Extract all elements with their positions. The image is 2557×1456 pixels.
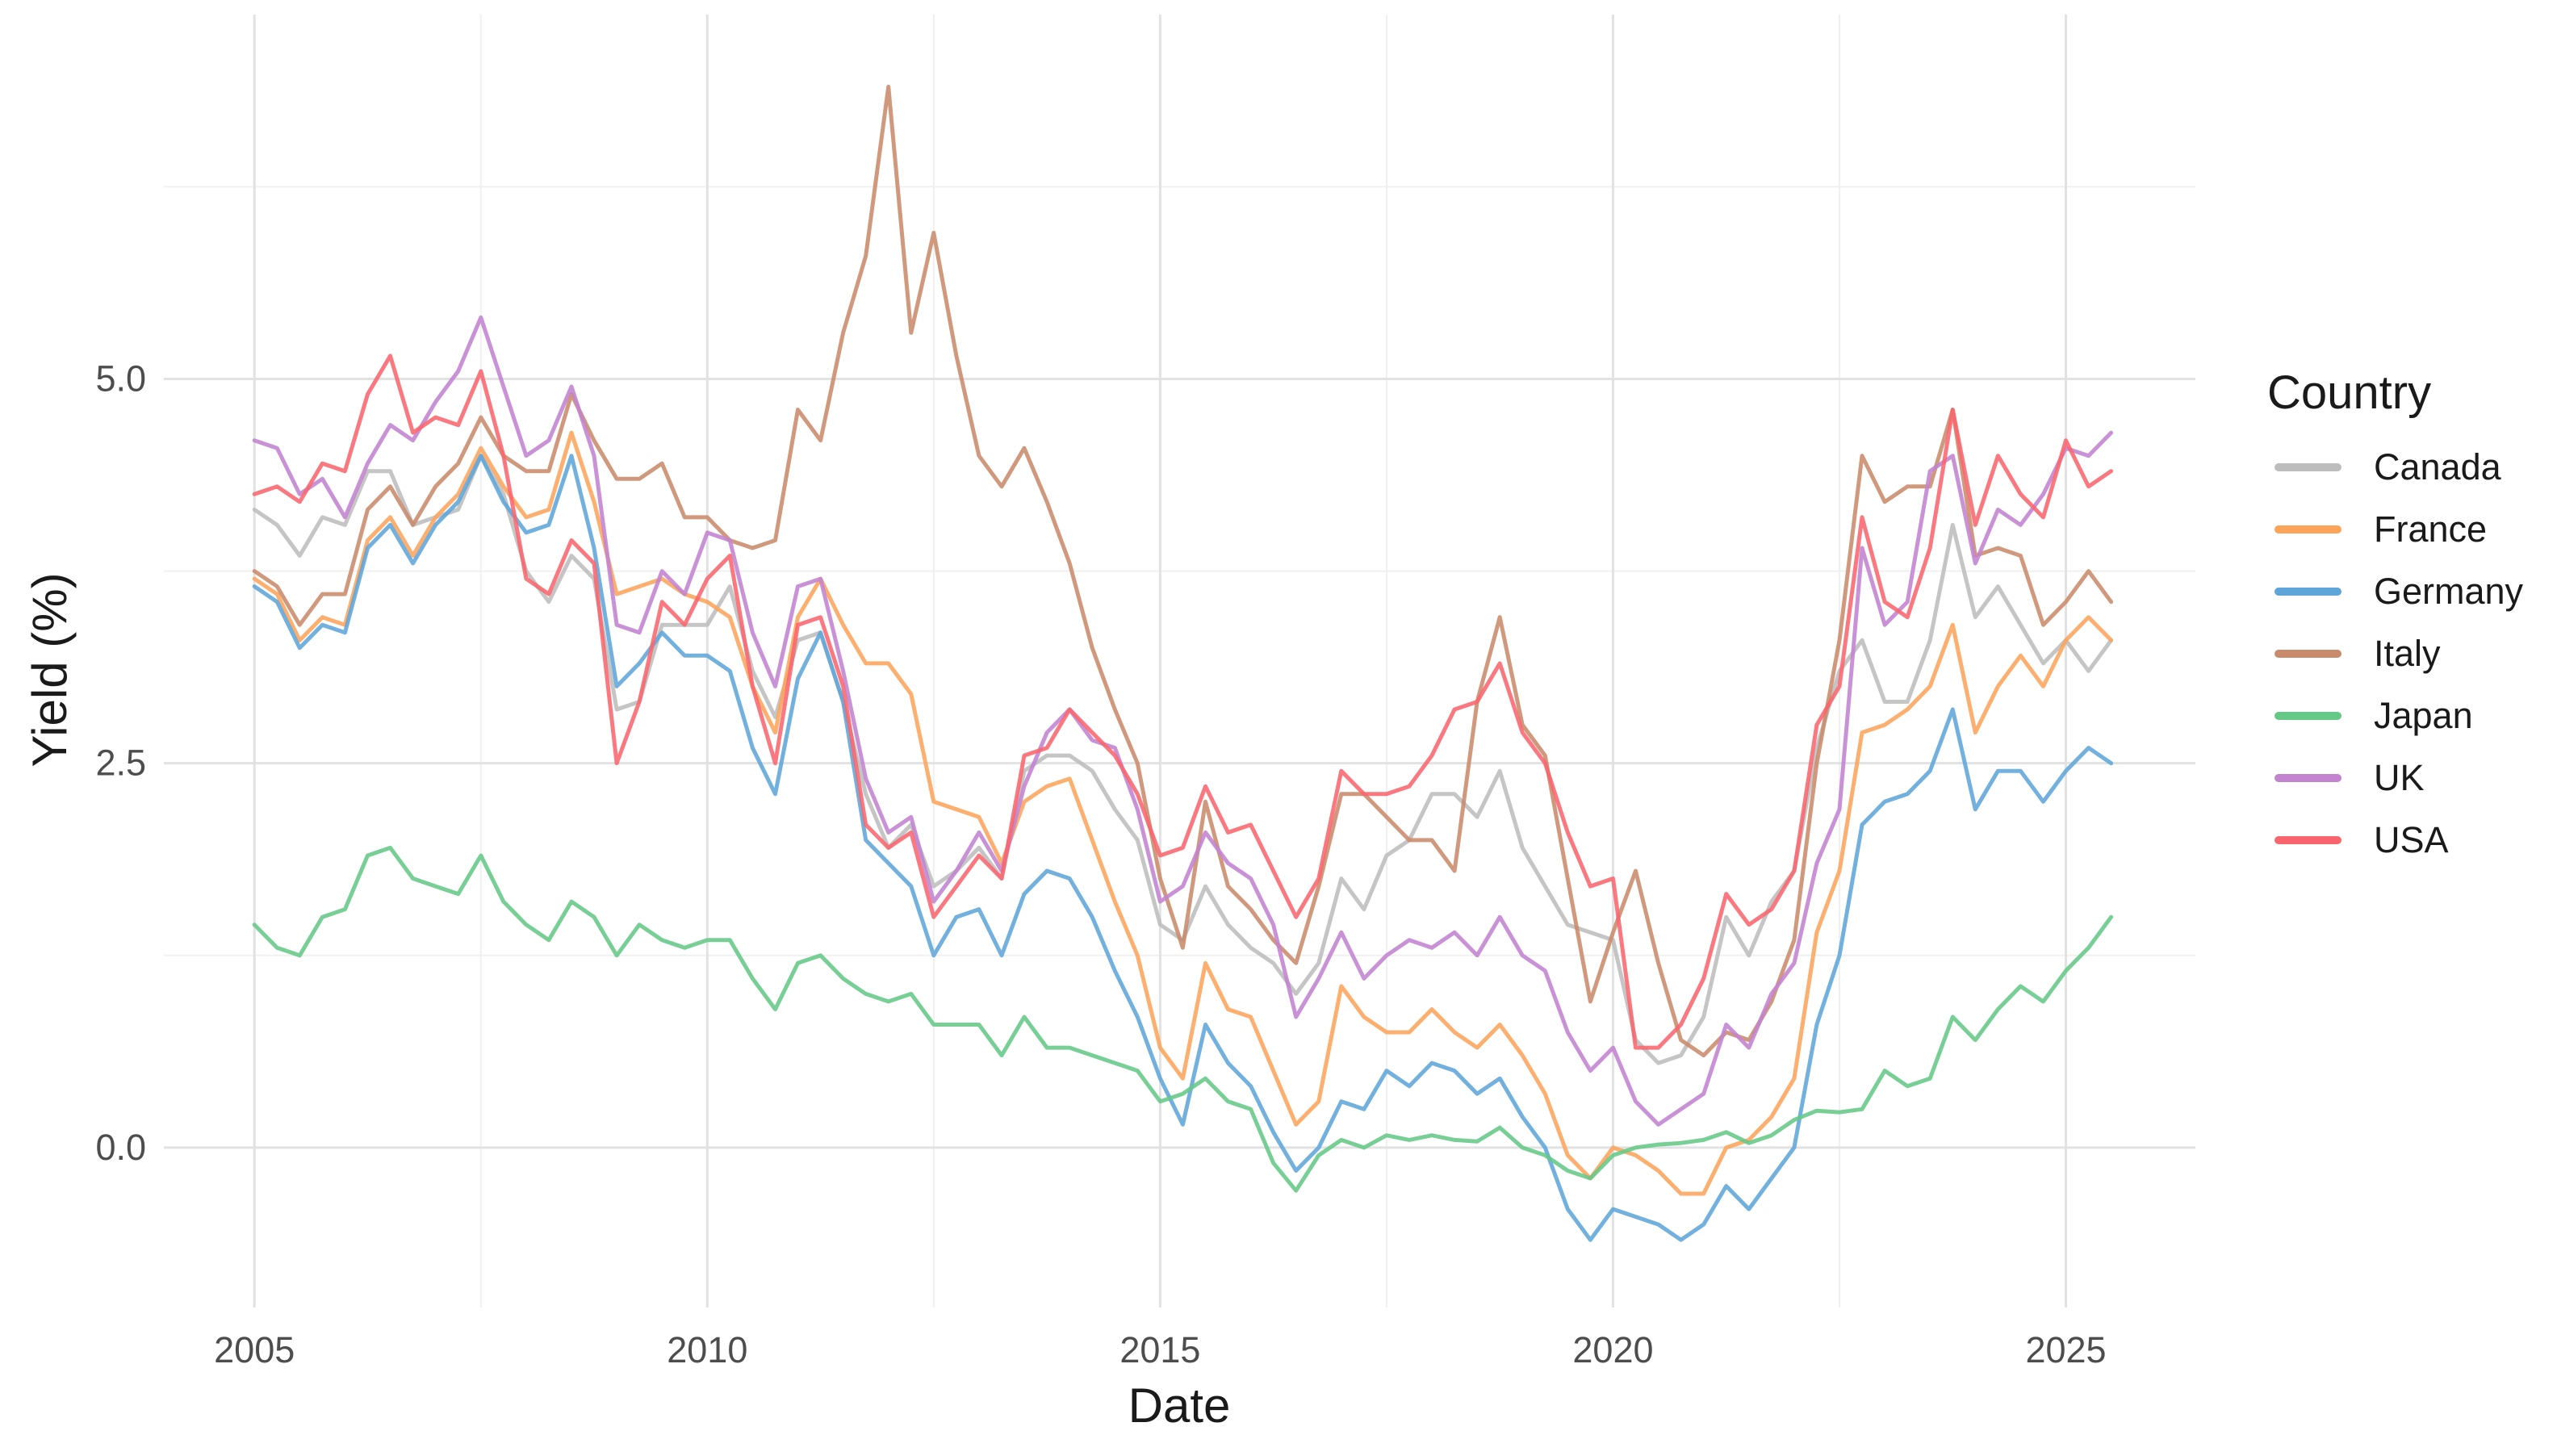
legend-key-line-Japan <box>2275 711 2341 720</box>
legend-key-line-Italy <box>2275 649 2341 658</box>
series-line-UK <box>252 315 2114 1127</box>
legend-label: France <box>2374 508 2488 550</box>
x-tick-label: 2015 <box>1119 1329 1200 1370</box>
legend-label: Germany <box>2374 571 2524 612</box>
legend-label: Canada <box>2374 446 2501 487</box>
series-line-France <box>252 430 2114 1196</box>
legend-key-line-USA <box>2275 835 2341 844</box>
series-line-Japan <box>252 845 2114 1193</box>
y-axis-title: Yield (%) <box>23 572 77 768</box>
legend-key-line-Canada <box>2275 462 2341 471</box>
series-line-USA <box>252 354 2114 1050</box>
y-tick-label: 5.0 <box>95 358 146 399</box>
x-tick-label: 2010 <box>667 1329 747 1370</box>
legend-key-line-UK <box>2275 773 2341 782</box>
x-tick-label: 2025 <box>2025 1329 2106 1370</box>
legend-label: Italy <box>2374 633 2441 674</box>
series-line-Germany <box>252 454 2114 1242</box>
legend-label: Japan <box>2374 695 2473 736</box>
y-tick-label: 2.5 <box>95 743 146 784</box>
legend-item-France: France <box>2267 498 2523 560</box>
legend-item-USA: USA <box>2267 809 2523 871</box>
legend-item-UK: UK <box>2267 747 2523 809</box>
legend-item-Italy: Italy <box>2267 622 2523 684</box>
legend-item-Canada: Canada <box>2267 436 2523 498</box>
legend-key-line-Germany <box>2275 587 2341 596</box>
legend-label: UK <box>2374 757 2425 798</box>
y-tick-label: 0.0 <box>95 1127 146 1168</box>
legend-entries: Canada France Germany Italy Japan UK USA <box>2267 436 2523 871</box>
legend-item-Germany: Germany <box>2267 560 2523 622</box>
legend-key-line-France <box>2275 525 2341 533</box>
x-tick-label: 2020 <box>1572 1329 1653 1370</box>
legend-title: Country <box>2267 366 2432 419</box>
legend: Country Canada France Germany Italy Japan UK U… <box>2267 370 2523 871</box>
x-axis-title: Date <box>1128 1379 1231 1433</box>
x-tick-label: 2005 <box>214 1329 295 1370</box>
series-line-Italy <box>252 85 2114 1058</box>
legend-label: USA <box>2374 819 2449 860</box>
legend-item-Japan: Japan <box>2267 684 2523 747</box>
